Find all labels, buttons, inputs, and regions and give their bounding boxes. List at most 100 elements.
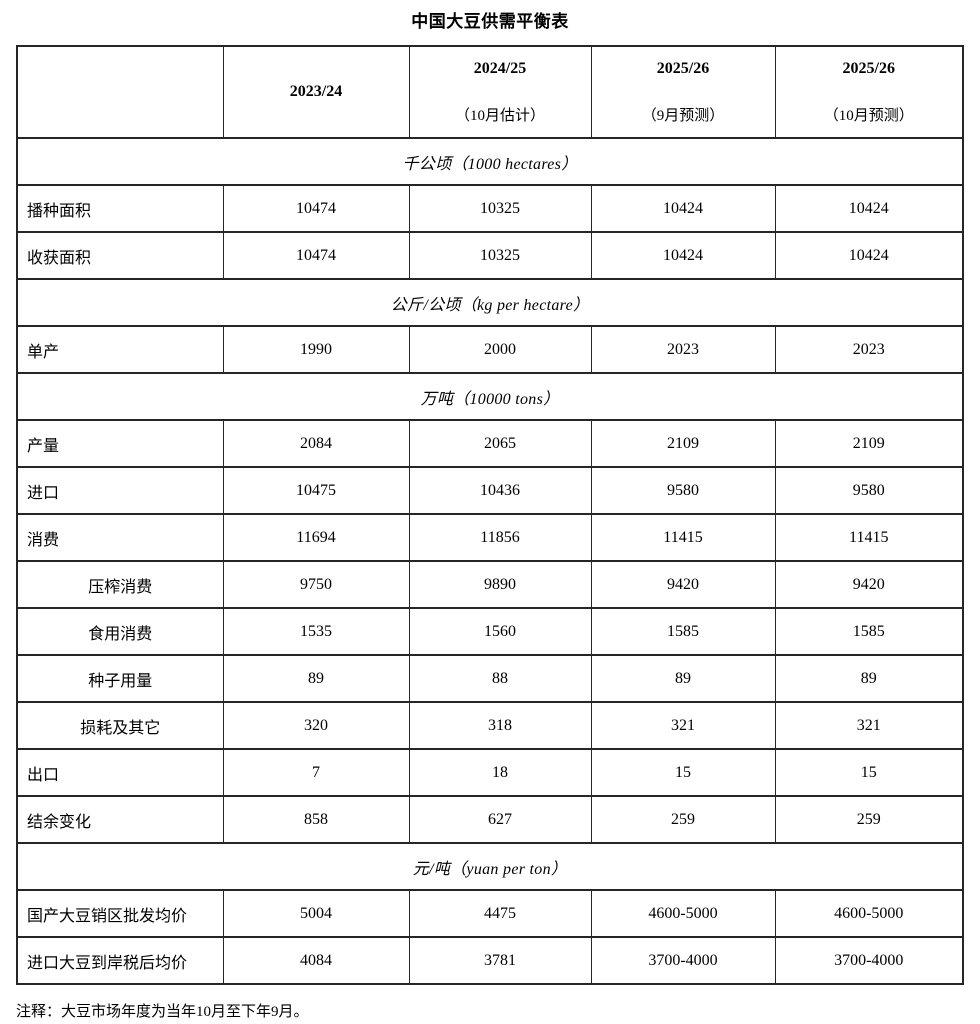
column-header-note: （9月预测） [641, 107, 725, 124]
value-cell: 2023 [774, 325, 964, 374]
value-cell: 10424 [774, 231, 964, 280]
value-cell: 318 [408, 701, 592, 750]
row-label: 损耗及其它 [16, 701, 224, 750]
unit-label: 公斤/公顷（kg per hectare） [16, 278, 964, 327]
value-cell: 2109 [774, 419, 964, 468]
column-header-blank [16, 45, 224, 139]
value-cell: 9580 [774, 466, 964, 515]
row-label: 结余变化 [16, 795, 224, 844]
value-cell: 18 [408, 748, 592, 797]
value-cell: 1585 [774, 607, 964, 656]
row-label: 食用消费 [16, 607, 224, 656]
value-cell: 5004 [222, 889, 410, 938]
value-cell: 9580 [590, 466, 776, 515]
row-label: 压榨消费 [16, 560, 224, 609]
value-cell: 10436 [408, 466, 592, 515]
value-cell: 627 [408, 795, 592, 844]
value-cell: 1990 [222, 325, 410, 374]
value-cell: 10424 [590, 231, 776, 280]
value-cell: 2023 [590, 325, 776, 374]
table-row: 消费 11694 11856 11415 11415 [16, 513, 964, 562]
row-label: 进口 [16, 466, 224, 515]
value-cell: 15 [590, 748, 776, 797]
value-cell: 4600-5000 [774, 889, 964, 938]
table-row: 国产大豆销区批发均价 5004 4475 4600-5000 4600-5000 [16, 889, 964, 938]
row-label: 种子用量 [16, 654, 224, 703]
table-body: 千公顷（1000 hectares） 播种面积 10474 10325 10424 104… [16, 137, 964, 985]
value-cell: 10475 [222, 466, 410, 515]
unit-section-row: 元/吨（yuan per ton） [16, 842, 964, 891]
value-cell: 3700-4000 [774, 936, 964, 985]
column-header-note: （10月估计） [454, 107, 545, 124]
table-row: 播种面积 10474 10325 10424 10424 [16, 184, 964, 233]
value-cell: 4475 [408, 889, 592, 938]
value-cell: 4600-5000 [590, 889, 776, 938]
table-row: 收获面积 10474 10325 10424 10424 [16, 231, 964, 280]
column-header-year: 2023/24 [289, 83, 343, 100]
row-label: 进口大豆到岸税后均价 [16, 936, 224, 985]
value-cell: 321 [774, 701, 964, 750]
unit-section-row: 万吨（10000 tons） [16, 372, 964, 421]
value-cell: 1585 [590, 607, 776, 656]
table-row: 食用消费 1535 1560 1585 1585 [16, 607, 964, 656]
table-row: 出口 7 18 15 15 [16, 748, 964, 797]
row-label: 播种面积 [16, 184, 224, 233]
value-cell: 15 [774, 748, 964, 797]
table-row: 结余变化 858 627 259 259 [16, 795, 964, 844]
unit-section-row: 公斤/公顷（kg per hectare） [16, 278, 964, 327]
supply-demand-balance-table: 2023/24 2024/25 （10月估计） 2025/26 （9月预测） [16, 45, 964, 985]
value-cell: 89 [590, 654, 776, 703]
page-title: 中国大豆供需平衡表 [411, 12, 569, 31]
value-cell: 10424 [590, 184, 776, 233]
value-cell: 858 [222, 795, 410, 844]
row-label: 产量 [16, 419, 224, 468]
value-cell: 3781 [408, 936, 592, 985]
column-header-year: 2024/25 [473, 59, 527, 77]
value-cell: 11415 [774, 513, 964, 562]
table-row: 损耗及其它 320 318 321 321 [16, 701, 964, 750]
row-label: 收获面积 [16, 231, 224, 280]
value-cell: 7 [222, 748, 410, 797]
value-cell: 10424 [774, 184, 964, 233]
row-label: 出口 [16, 748, 224, 797]
row-label: 单产 [16, 325, 224, 374]
value-cell: 4084 [222, 936, 410, 985]
column-header-year: 2025/26 [656, 59, 710, 77]
value-cell: 9750 [222, 560, 410, 609]
value-cell: 2084 [222, 419, 410, 468]
unit-label: 万吨（10000 tons） [16, 372, 964, 421]
value-cell: 320 [222, 701, 410, 750]
value-cell: 9420 [590, 560, 776, 609]
value-cell: 9890 [408, 560, 592, 609]
value-cell: 10474 [222, 231, 410, 280]
row-label: 国产大豆销区批发均价 [16, 889, 224, 938]
value-cell: 259 [774, 795, 964, 844]
unit-label: 元/吨（yuan per ton） [16, 842, 964, 891]
footnote: 注释：大豆市场年度为当年10月至下年9月。 [16, 1004, 309, 1020]
value-cell: 2000 [408, 325, 592, 374]
value-cell: 10474 [222, 184, 410, 233]
table-header-row: 2023/24 2024/25 （10月估计） 2025/26 （9月预测） [16, 45, 964, 139]
column-header-year: 2025/26 [842, 59, 895, 77]
column-header-2023-24: 2023/24 [222, 45, 410, 139]
value-cell: 11694 [222, 513, 410, 562]
table-row: 压榨消费 9750 9890 9420 9420 [16, 560, 964, 609]
row-label: 消费 [16, 513, 224, 562]
value-cell: 321 [590, 701, 776, 750]
column-header-note: （10月预测） [823, 107, 914, 124]
value-cell: 3700-4000 [590, 936, 776, 985]
value-cell: 89 [222, 654, 410, 703]
table-row: 单产 1990 2000 2023 2023 [16, 325, 964, 374]
value-cell: 10325 [408, 184, 592, 233]
column-header-2024-25: 2024/25 （10月估计） [408, 45, 592, 139]
value-cell: 89 [774, 654, 964, 703]
value-cell: 2109 [590, 419, 776, 468]
value-cell: 88 [408, 654, 592, 703]
unit-section-row: 千公顷（1000 hectares） [16, 137, 964, 186]
value-cell: 259 [590, 795, 776, 844]
value-cell: 1535 [222, 607, 410, 656]
table-row: 进口大豆到岸税后均价 4084 3781 3700-4000 3700-4000 [16, 936, 964, 985]
column-header-2025-26-oct: 2025/26 （10月预测） [774, 45, 964, 139]
value-cell: 10325 [408, 231, 592, 280]
